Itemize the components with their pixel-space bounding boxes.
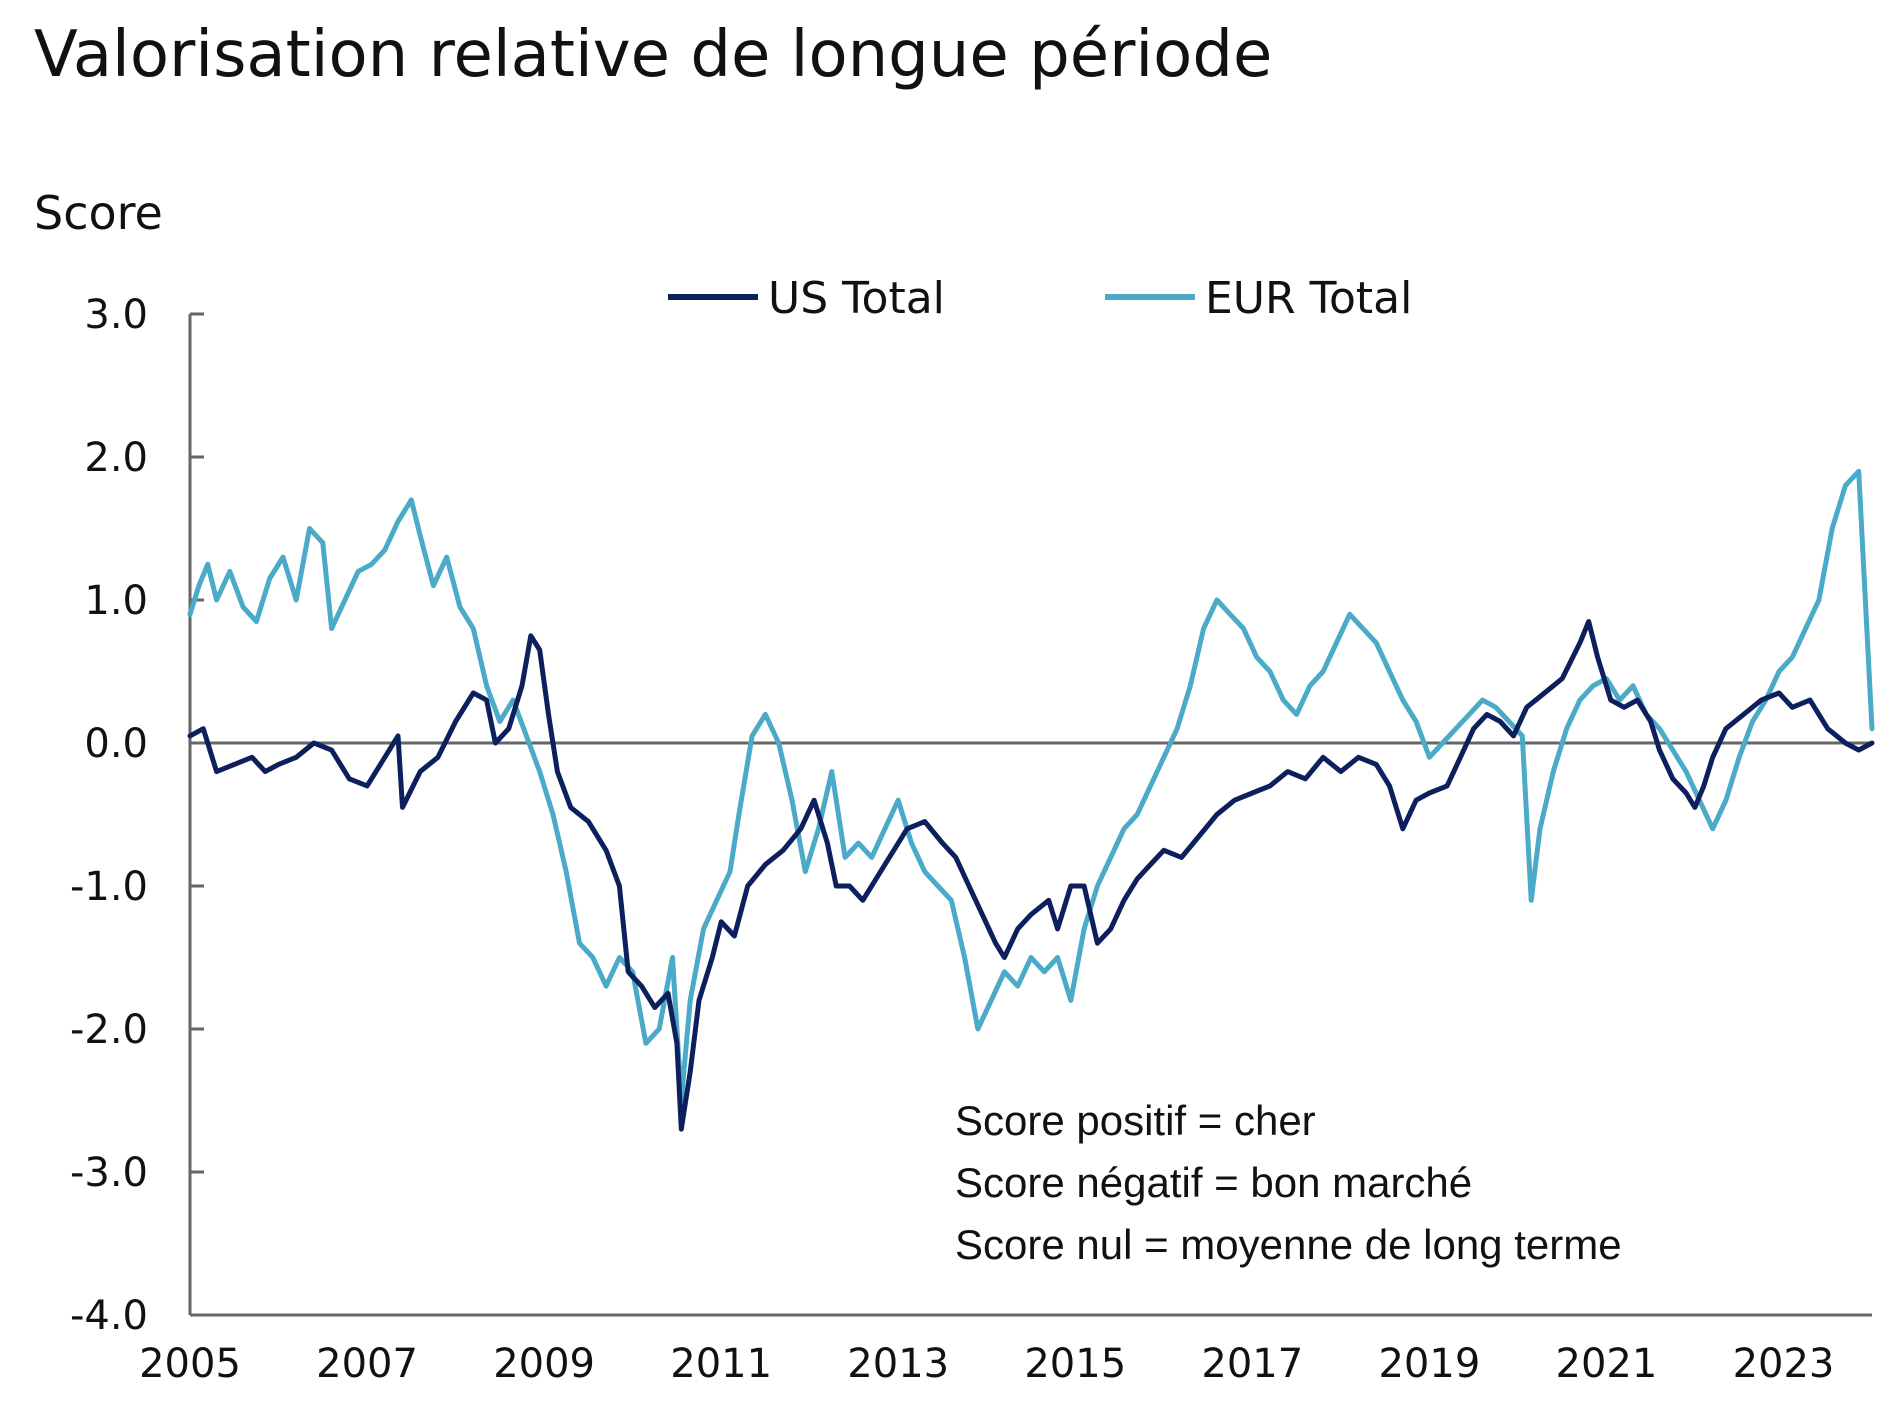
- y-tick-label: 3.0: [84, 292, 148, 338]
- y-tick-label: -4.0: [70, 1293, 148, 1339]
- legend: US Total EUR Total: [668, 273, 1412, 324]
- y-tick-label: -2.0: [70, 1007, 148, 1053]
- y-tick-label: 2.0: [84, 435, 148, 481]
- annotation-box: Score positif = cher Score négatif = bon…: [955, 1097, 1622, 1268]
- x-tick-label: 2017: [1201, 1341, 1303, 1387]
- legend-label-us-total: US Total: [768, 273, 945, 324]
- annotation-positive: Score positif = cher: [955, 1097, 1316, 1144]
- chart-title: Valorisation relative de longue période: [34, 18, 1273, 92]
- x-tick-label: 2011: [670, 1341, 772, 1387]
- x-tick-label: 2007: [316, 1341, 418, 1387]
- x-tick-label: 2023: [1733, 1341, 1835, 1387]
- x-tick-label: 2009: [493, 1341, 595, 1387]
- y-tick-label: -3.0: [70, 1150, 148, 1196]
- legend-label-eur-total: EUR Total: [1205, 273, 1412, 324]
- x-tick-label: 2015: [1024, 1341, 1126, 1387]
- series-lines: [187, 468, 1875, 1132]
- x-tick-label: 2013: [847, 1341, 949, 1387]
- y-axis-label: Score: [34, 186, 163, 240]
- series-line-us-total: [187, 619, 1875, 1132]
- x-tick-label: 2005: [139, 1341, 241, 1387]
- x-tick-label: 2021: [1556, 1341, 1658, 1387]
- annotation-zero: Score nul = moyenne de long terme: [955, 1221, 1622, 1268]
- annotation-negative: Score négatif = bon marché: [955, 1159, 1472, 1206]
- y-tick-label: 0.0: [84, 721, 148, 767]
- x-tick-label: 2019: [1378, 1341, 1480, 1387]
- y-tick-label: 1.0: [84, 578, 148, 624]
- y-tick-label: -1.0: [70, 864, 148, 910]
- series-line-eur-total: [187, 468, 1875, 1103]
